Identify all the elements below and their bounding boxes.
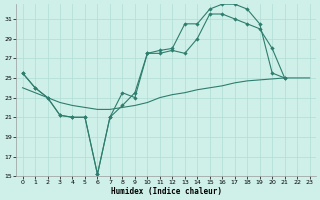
X-axis label: Humidex (Indice chaleur): Humidex (Indice chaleur) <box>111 187 221 196</box>
